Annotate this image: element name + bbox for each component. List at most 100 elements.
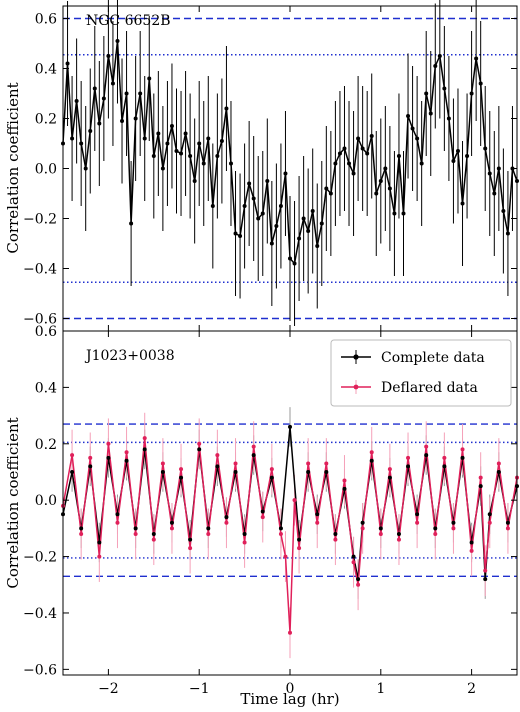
- series-0-point: [288, 256, 292, 261]
- series-0-point: [455, 149, 460, 153]
- series-0-point: [110, 81, 115, 86]
- series-0-point: [274, 224, 279, 228]
- deflared-data-point: [97, 554, 102, 559]
- series-0-point: [115, 39, 120, 43]
- complete-data-point: [151, 532, 156, 537]
- deflared-data-point: [269, 467, 274, 472]
- series-lines: [62, 426, 518, 634]
- series-0-point: [97, 121, 102, 126]
- series-0-point: [278, 204, 283, 208]
- complete-data-point: [79, 526, 84, 531]
- y-tick-label: 0.0: [35, 493, 57, 509]
- series-0-point: [188, 154, 193, 158]
- complete-data-point: [433, 526, 438, 531]
- deflared-data-point: [79, 532, 84, 537]
- series-0-point: [365, 151, 370, 156]
- series-0-point: [156, 131, 161, 136]
- deflared-data-point: [133, 532, 138, 537]
- series-0-point: [174, 149, 179, 153]
- complete-data-point: [124, 458, 129, 463]
- complete-data-point: [160, 469, 165, 474]
- series-0-point: [451, 159, 456, 163]
- complete-data-point: [142, 447, 147, 452]
- complete-data-point: [242, 532, 247, 537]
- series-0-point: [138, 91, 143, 96]
- series-0-point: [337, 151, 342, 156]
- series-0-point: [179, 151, 184, 156]
- deflared-data-point: [306, 461, 311, 466]
- x-tick-label: −1: [189, 681, 210, 697]
- series-0-point: [92, 86, 97, 91]
- series-0-point: [233, 231, 238, 236]
- deflared-data-point: [451, 526, 456, 531]
- complete-data-point: [415, 512, 420, 517]
- series-0-point: [133, 116, 138, 121]
- deflared-data-point: [260, 515, 265, 520]
- series-0-point: [238, 234, 243, 238]
- deflared-data-point: [242, 540, 247, 545]
- legend-marker-complete: [353, 354, 359, 360]
- deflared-data-point: [278, 532, 283, 537]
- deflared-data-point: [169, 526, 174, 531]
- series-0-point: [492, 191, 497, 196]
- series-0-point: [247, 181, 252, 186]
- series-0-point: [74, 99, 79, 103]
- series-0-point: [433, 64, 438, 68]
- series-0-point: [142, 136, 147, 141]
- complete-data-point: [487, 512, 492, 517]
- series-0-point: [129, 221, 134, 226]
- complete-data-point: [505, 520, 510, 525]
- deflared-data-point: [387, 467, 392, 472]
- series-0-point: [487, 171, 492, 176]
- complete-data-point: [97, 540, 102, 545]
- series-0-point: [501, 209, 506, 213]
- complete-data-point: [306, 469, 311, 474]
- complete-data-point: [315, 512, 320, 517]
- x-tick-labels: −2 −1 0 1 2: [98, 681, 476, 697]
- deflared-data-point: [487, 520, 492, 525]
- series-0-point: [197, 141, 202, 146]
- series-0-point: [474, 56, 479, 61]
- panel-ngc-6652b: −0.6 −0.4 −0.2 0.0 0.2 0.4 0.6 NGC 6652B Corre…: [4, 0, 519, 332]
- series-0-point: [319, 221, 324, 226]
- deflared-data-point: [160, 461, 165, 466]
- deflared-data-point: [406, 455, 411, 460]
- series-0-point: [260, 211, 265, 216]
- series-0-point: [219, 139, 224, 143]
- complete-data-point: [115, 512, 120, 517]
- x-tick-label: 2: [467, 681, 476, 697]
- series-0-point: [269, 241, 274, 246]
- deflared-data-point: [288, 630, 292, 635]
- series-0-point: [356, 136, 361, 141]
- series-0-point: [292, 261, 297, 266]
- series-0-point: [446, 116, 451, 121]
- panel-j1023: −0.6 −0.4 −0.2 0.0 0.2 0.4 0.6 −2 −1 0 1 2 J1023+0…: [4, 324, 519, 708]
- series-0-point: [215, 154, 220, 158]
- complete-data-point: [297, 537, 302, 542]
- complete-data-point: [460, 455, 465, 460]
- deflared-data-point: [360, 526, 365, 531]
- complete-data-point: [356, 577, 361, 582]
- deflared-data-point: [151, 537, 156, 542]
- y-tick-label: −0.4: [23, 606, 57, 622]
- deflared-data-point: [378, 532, 383, 537]
- deflared-data-point: [396, 537, 401, 542]
- legend-label-deflared: Deflared data: [381, 380, 478, 396]
- series-0-point: [396, 154, 401, 158]
- complete-data-point: [333, 532, 338, 537]
- series-0-point: [392, 211, 397, 216]
- deflared-data-point: [342, 478, 347, 483]
- complete-data-point: [424, 453, 429, 458]
- legend-entry-deflared: Deflared data: [341, 380, 478, 396]
- series-markers: [61, 39, 519, 266]
- series-0-point: [424, 91, 429, 96]
- complete-data-point: [396, 532, 401, 537]
- y-tick-label: −0.6: [23, 662, 57, 678]
- complete-data-line: [62, 426, 518, 580]
- series-0-point: [70, 136, 75, 141]
- deflared-data-point: [215, 453, 220, 458]
- complete-data-point: [324, 469, 329, 474]
- series-0-point: [228, 161, 233, 166]
- complete-data-point: [206, 526, 211, 531]
- complete-data-point: [88, 464, 93, 469]
